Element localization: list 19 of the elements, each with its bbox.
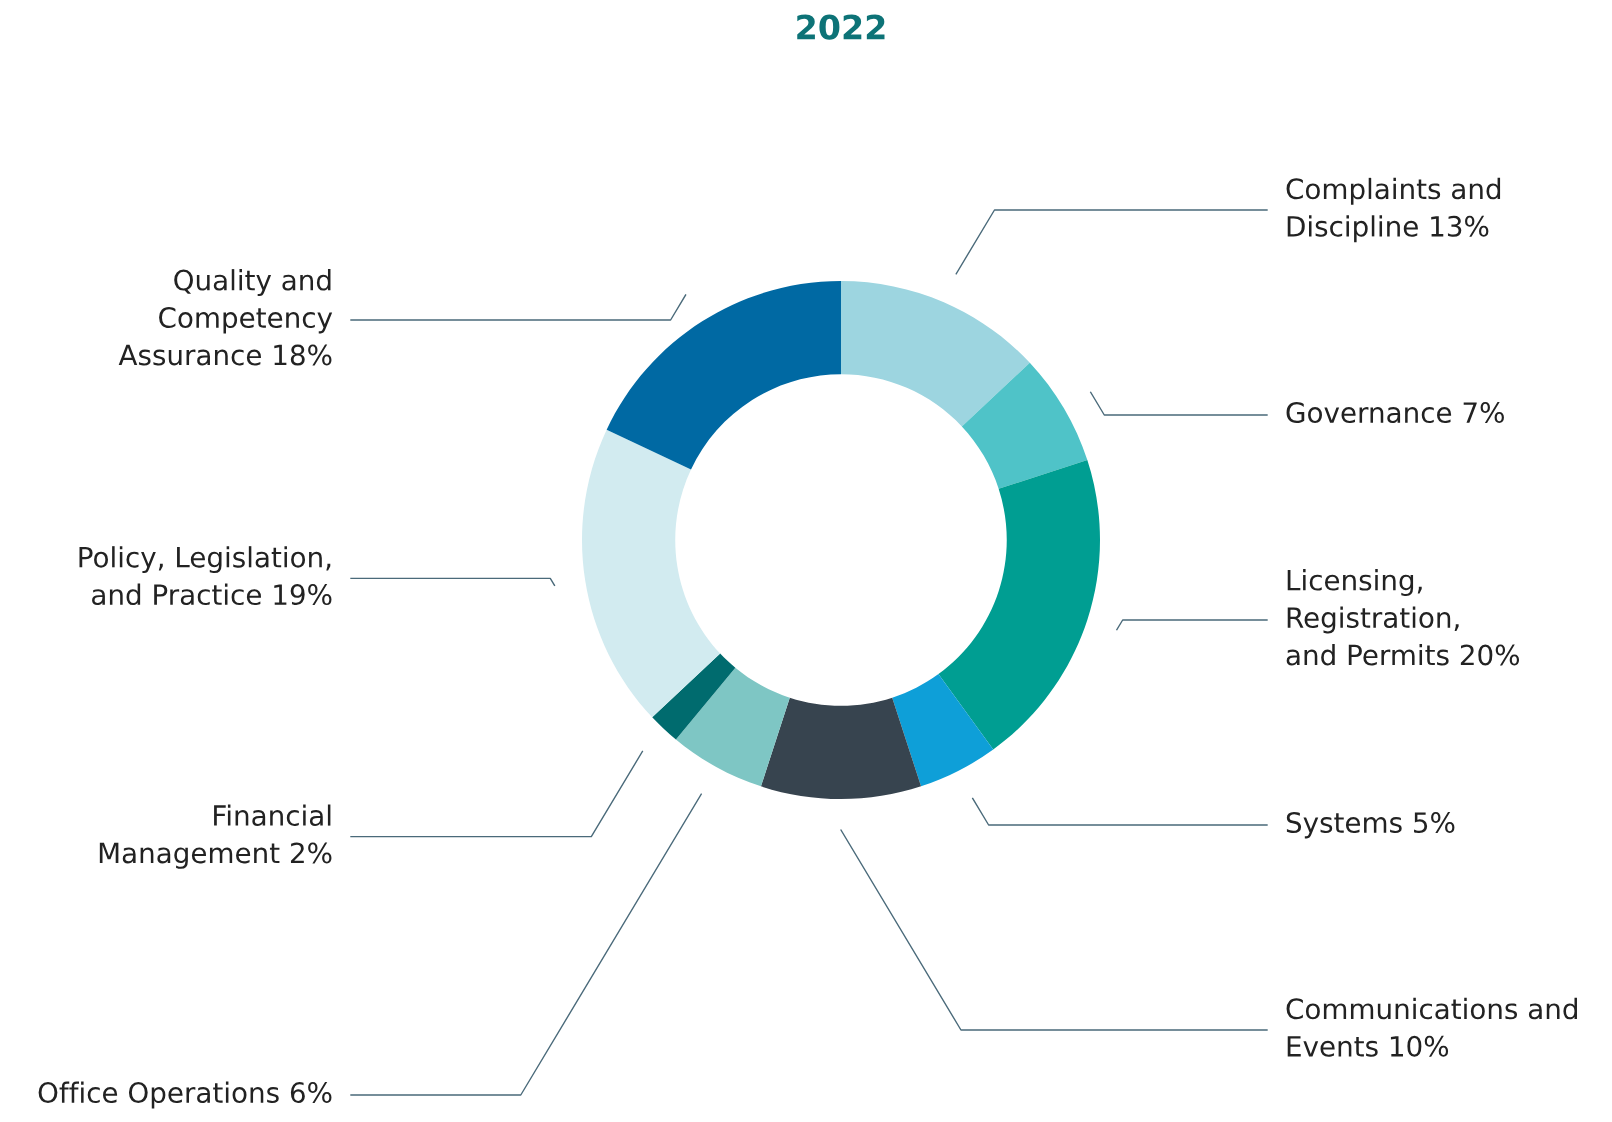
slice-label: Office Operations 6%: [38, 1081, 332, 1109]
slice-label: Policy, Legislation, and Practice 19%: [79, 546, 332, 606]
donut-slice: [938, 459, 1100, 750]
slice-label: Governance 7%: [1286, 402, 1504, 424]
donut-slice: [606, 281, 841, 470]
donut-slice: [582, 429, 721, 718]
chart-title: 2022: [797, 14, 885, 40]
donut-slice: [892, 674, 994, 787]
slice-label: Systems 5%: [1286, 812, 1455, 839]
slice-label: Complaints and Discipline 13%: [1286, 177, 1501, 243]
donut-slice: [675, 667, 790, 787]
donut-slice: [652, 653, 736, 740]
slice-label: Financial Management 2%: [99, 804, 332, 869]
slice-label: Communications and Events 10%: [1286, 997, 1577, 1057]
donut-slice: [760, 697, 922, 799]
slice-label: Licensing, Registration, and Permits 20%: [1286, 569, 1520, 666]
donut-slice: [961, 362, 1088, 489]
donut-slice: [841, 281, 1030, 427]
slice-label: Quality and Competency Assurance 18%: [118, 269, 333, 366]
